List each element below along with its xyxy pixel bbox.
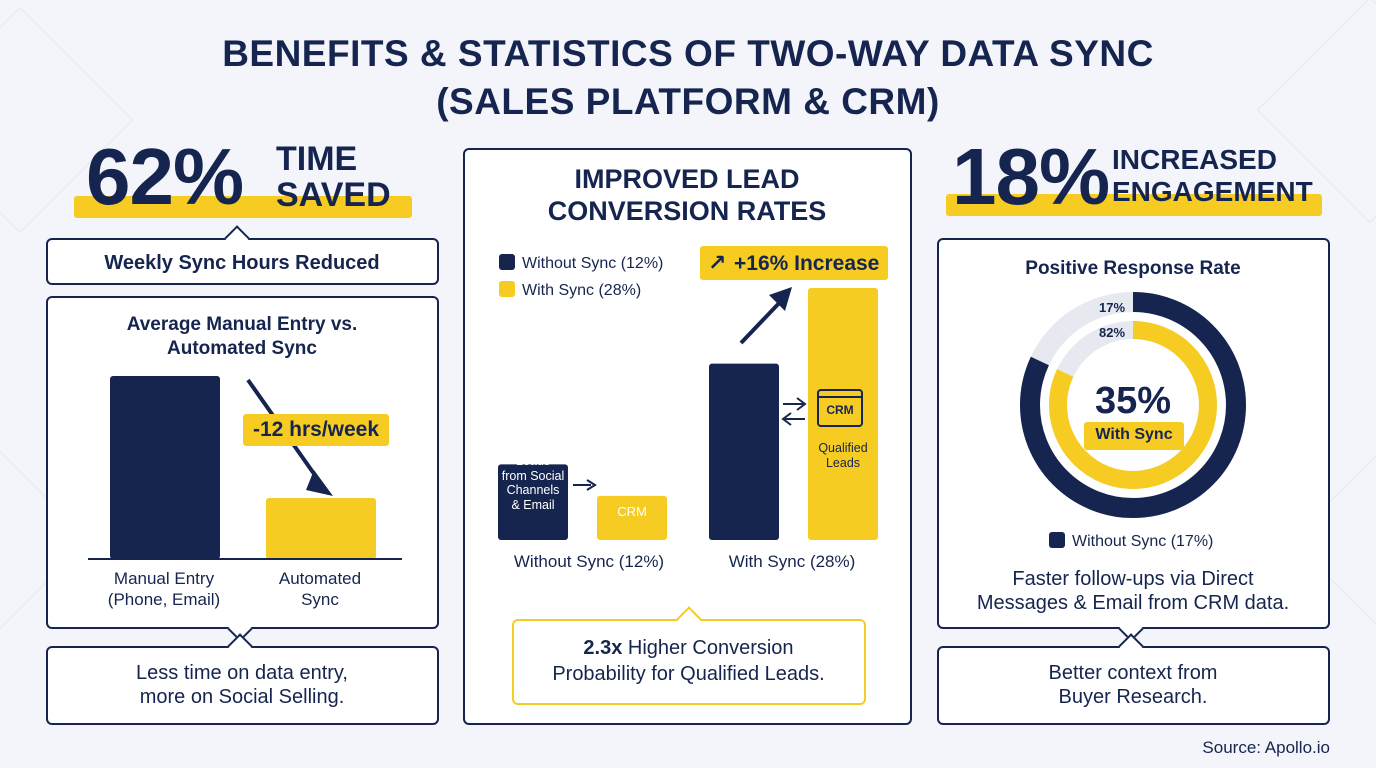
bar2-label-line2: Sync — [301, 590, 339, 609]
right-note-line1: Faster follow-ups via Direct — [1012, 568, 1254, 590]
bar-c-text-line: from Social — [712, 452, 776, 467]
left-chart-title-line2: Automated Sync — [167, 338, 317, 359]
legend-label-without: Without Sync (12%) — [522, 255, 664, 272]
middle-bar-chart — [498, 287, 878, 540]
donut-ring-arc-2 — [1049, 321, 1217, 489]
left-stat-line2: SAVED — [276, 176, 391, 214]
footer-multiplier: 2.3x — [583, 637, 623, 659]
left-footer-line1: Less time on data entry, — [136, 662, 348, 684]
right-footer-line1: Better context from — [1048, 662, 1218, 684]
bar-1 — [110, 376, 220, 559]
right-chart-title: Positive Response Rate — [1025, 258, 1241, 279]
right-stat-value: 18% — [952, 132, 1110, 221]
increase-badge — [700, 246, 888, 280]
database-icon — [620, 461, 646, 495]
left-callout-text: Weekly Sync Hours Reduced — [104, 252, 380, 274]
legend-swatch-navy — [1049, 532, 1065, 548]
bar-c-text-line: Leads — [726, 438, 762, 452]
source-text: Source: Apollo.io — [1202, 738, 1330, 757]
donut-center-value: 35% — [1094, 380, 1172, 422]
right-footer-box: Better context from Buyer Research. — [937, 633, 1330, 725]
middle-footer-line1: 2.3x Higher Conversion — [514, 637, 863, 660]
bar-d-text: Qualified Leads — [808, 441, 878, 470]
donut-ring-arc-1 — [1020, 292, 1246, 518]
reduction-badge — [243, 414, 389, 446]
donut-center-label: With Sync — [1095, 426, 1173, 443]
reduction-label: -12 hrs/week — [252, 418, 380, 441]
right-legend-label: Without Sync (17%) — [1072, 533, 1214, 550]
stat-highlight — [74, 196, 412, 218]
reduction-arrow-head — [306, 470, 333, 496]
legend-item-with: With Sync (28%) — [499, 281, 641, 300]
bar1-label-line1: Manual Entry — [113, 569, 215, 588]
ring-label-outer: 17% — [1099, 300, 1126, 315]
legend-item-without: Without Sync (12%) — [499, 254, 663, 273]
donut-chart — [1020, 292, 1246, 518]
left-bar-chart — [88, 376, 402, 560]
footer-line1-rest: Higher Conversion — [622, 637, 794, 659]
window-titlebar — [819, 391, 861, 398]
crm-icon-text: CRM — [826, 403, 854, 417]
right-legend-item: Without Sync (17%) — [1049, 532, 1213, 551]
bar-c-text-line: & Email — [722, 481, 766, 496]
bar1-label-line2: (Phone, Email) — [107, 590, 221, 609]
bar-series2-group1 — [709, 363, 779, 540]
middle-footer-box: 2.3x Higher Conversion Probability for Q… — [512, 606, 866, 705]
bar-c-text: Leads from Social Channels & Email — [708, 438, 780, 496]
sync-arrow-right — [783, 397, 807, 411]
stat-highlight — [946, 194, 1322, 216]
bar-series1-group2 — [597, 495, 667, 540]
middle-title-line2: CONVERSION RATES — [547, 196, 827, 226]
sync-arrow-left — [781, 412, 805, 426]
bar-a-text-line: Leads — [515, 454, 551, 468]
bar-a-text-line: & Email — [511, 497, 555, 512]
bar-c-text-line: Channels — [717, 467, 771, 481]
left-chart-card: Average Manual Entry vs. Automated Sync … — [46, 296, 439, 642]
legend-label-with: With Sync (28%) — [522, 282, 642, 299]
bar-b-text: CRM — [617, 504, 647, 519]
flow-arrow-head — [586, 479, 597, 491]
group1-label: Without Sync (12%) — [513, 552, 665, 571]
legend-swatch-yellow — [499, 281, 515, 297]
left-chart-title-line1: Average Manual Entry vs. — [126, 314, 358, 335]
middle-title-line1: IMPROVED LEAD — [574, 164, 800, 194]
callout-notch — [224, 225, 250, 251]
middle-footer-line2: Probability for Qualified Leads. — [552, 663, 825, 685]
ring-label-inner: 82% — [1099, 325, 1126, 340]
bar-series2-group2 — [808, 288, 878, 540]
left-stat-value: 62% — [86, 132, 244, 221]
bar-series1-group1 — [498, 464, 568, 540]
people-icon — [727, 398, 765, 426]
legend-swatch-navy — [499, 254, 515, 270]
bar2-label-line1: Automated — [278, 569, 362, 588]
callout-notch — [227, 633, 253, 659]
callout-notch — [1118, 633, 1144, 659]
right-chart-card: Positive Response Rate 17% 82% 35% With … — [937, 238, 1330, 642]
people-icon — [514, 415, 552, 443]
bar-d-text-line: Qualified — [818, 441, 868, 455]
bar-a-text-line: Channels — [506, 483, 560, 497]
bar-a-text-line: from Social — [501, 468, 565, 483]
increase-arrow-icon: ↗ — [708, 250, 727, 275]
left-callout-box: Weekly Sync Hours Reduced — [46, 225, 439, 285]
increase-label: +16% Increase — [734, 252, 880, 275]
group2-label: With Sync (28%) — [728, 552, 856, 571]
center-label-badge — [1084, 422, 1184, 450]
middle-card: IMPROVED LEAD CONVERSION RATES Without S… — [463, 148, 912, 725]
right-note-line2: Messages & Email from CRM data. — [976, 592, 1290, 614]
left-footer-line2: more on Social Selling. — [139, 686, 345, 708]
right-stat-line1: INCREASED — [1112, 144, 1277, 175]
increase-arrow-line — [739, 297, 785, 345]
increase-arrow-head — [769, 287, 792, 311]
right-stat-line2: ENGAGEMENT — [1112, 176, 1313, 207]
left-footer-box: Less time on data entry, more on Social … — [46, 633, 439, 725]
page-title-line1: BENEFITS & STATISTICS OF TWO-WAY DATA SY… — [222, 33, 1154, 74]
right-footer-line2: Buyer Research. — [1058, 686, 1208, 708]
page-title-line2: (SALES PLATFORM & CRM) — [436, 81, 940, 122]
bar-d-text-line: Leads — [825, 455, 861, 470]
bar-a-text: Leads from Social Channels & Email — [498, 454, 568, 512]
bar-2 — [266, 498, 376, 559]
left-stat-line1: TIME — [276, 140, 358, 178]
crm-window-icon: CRM — [817, 389, 863, 427]
